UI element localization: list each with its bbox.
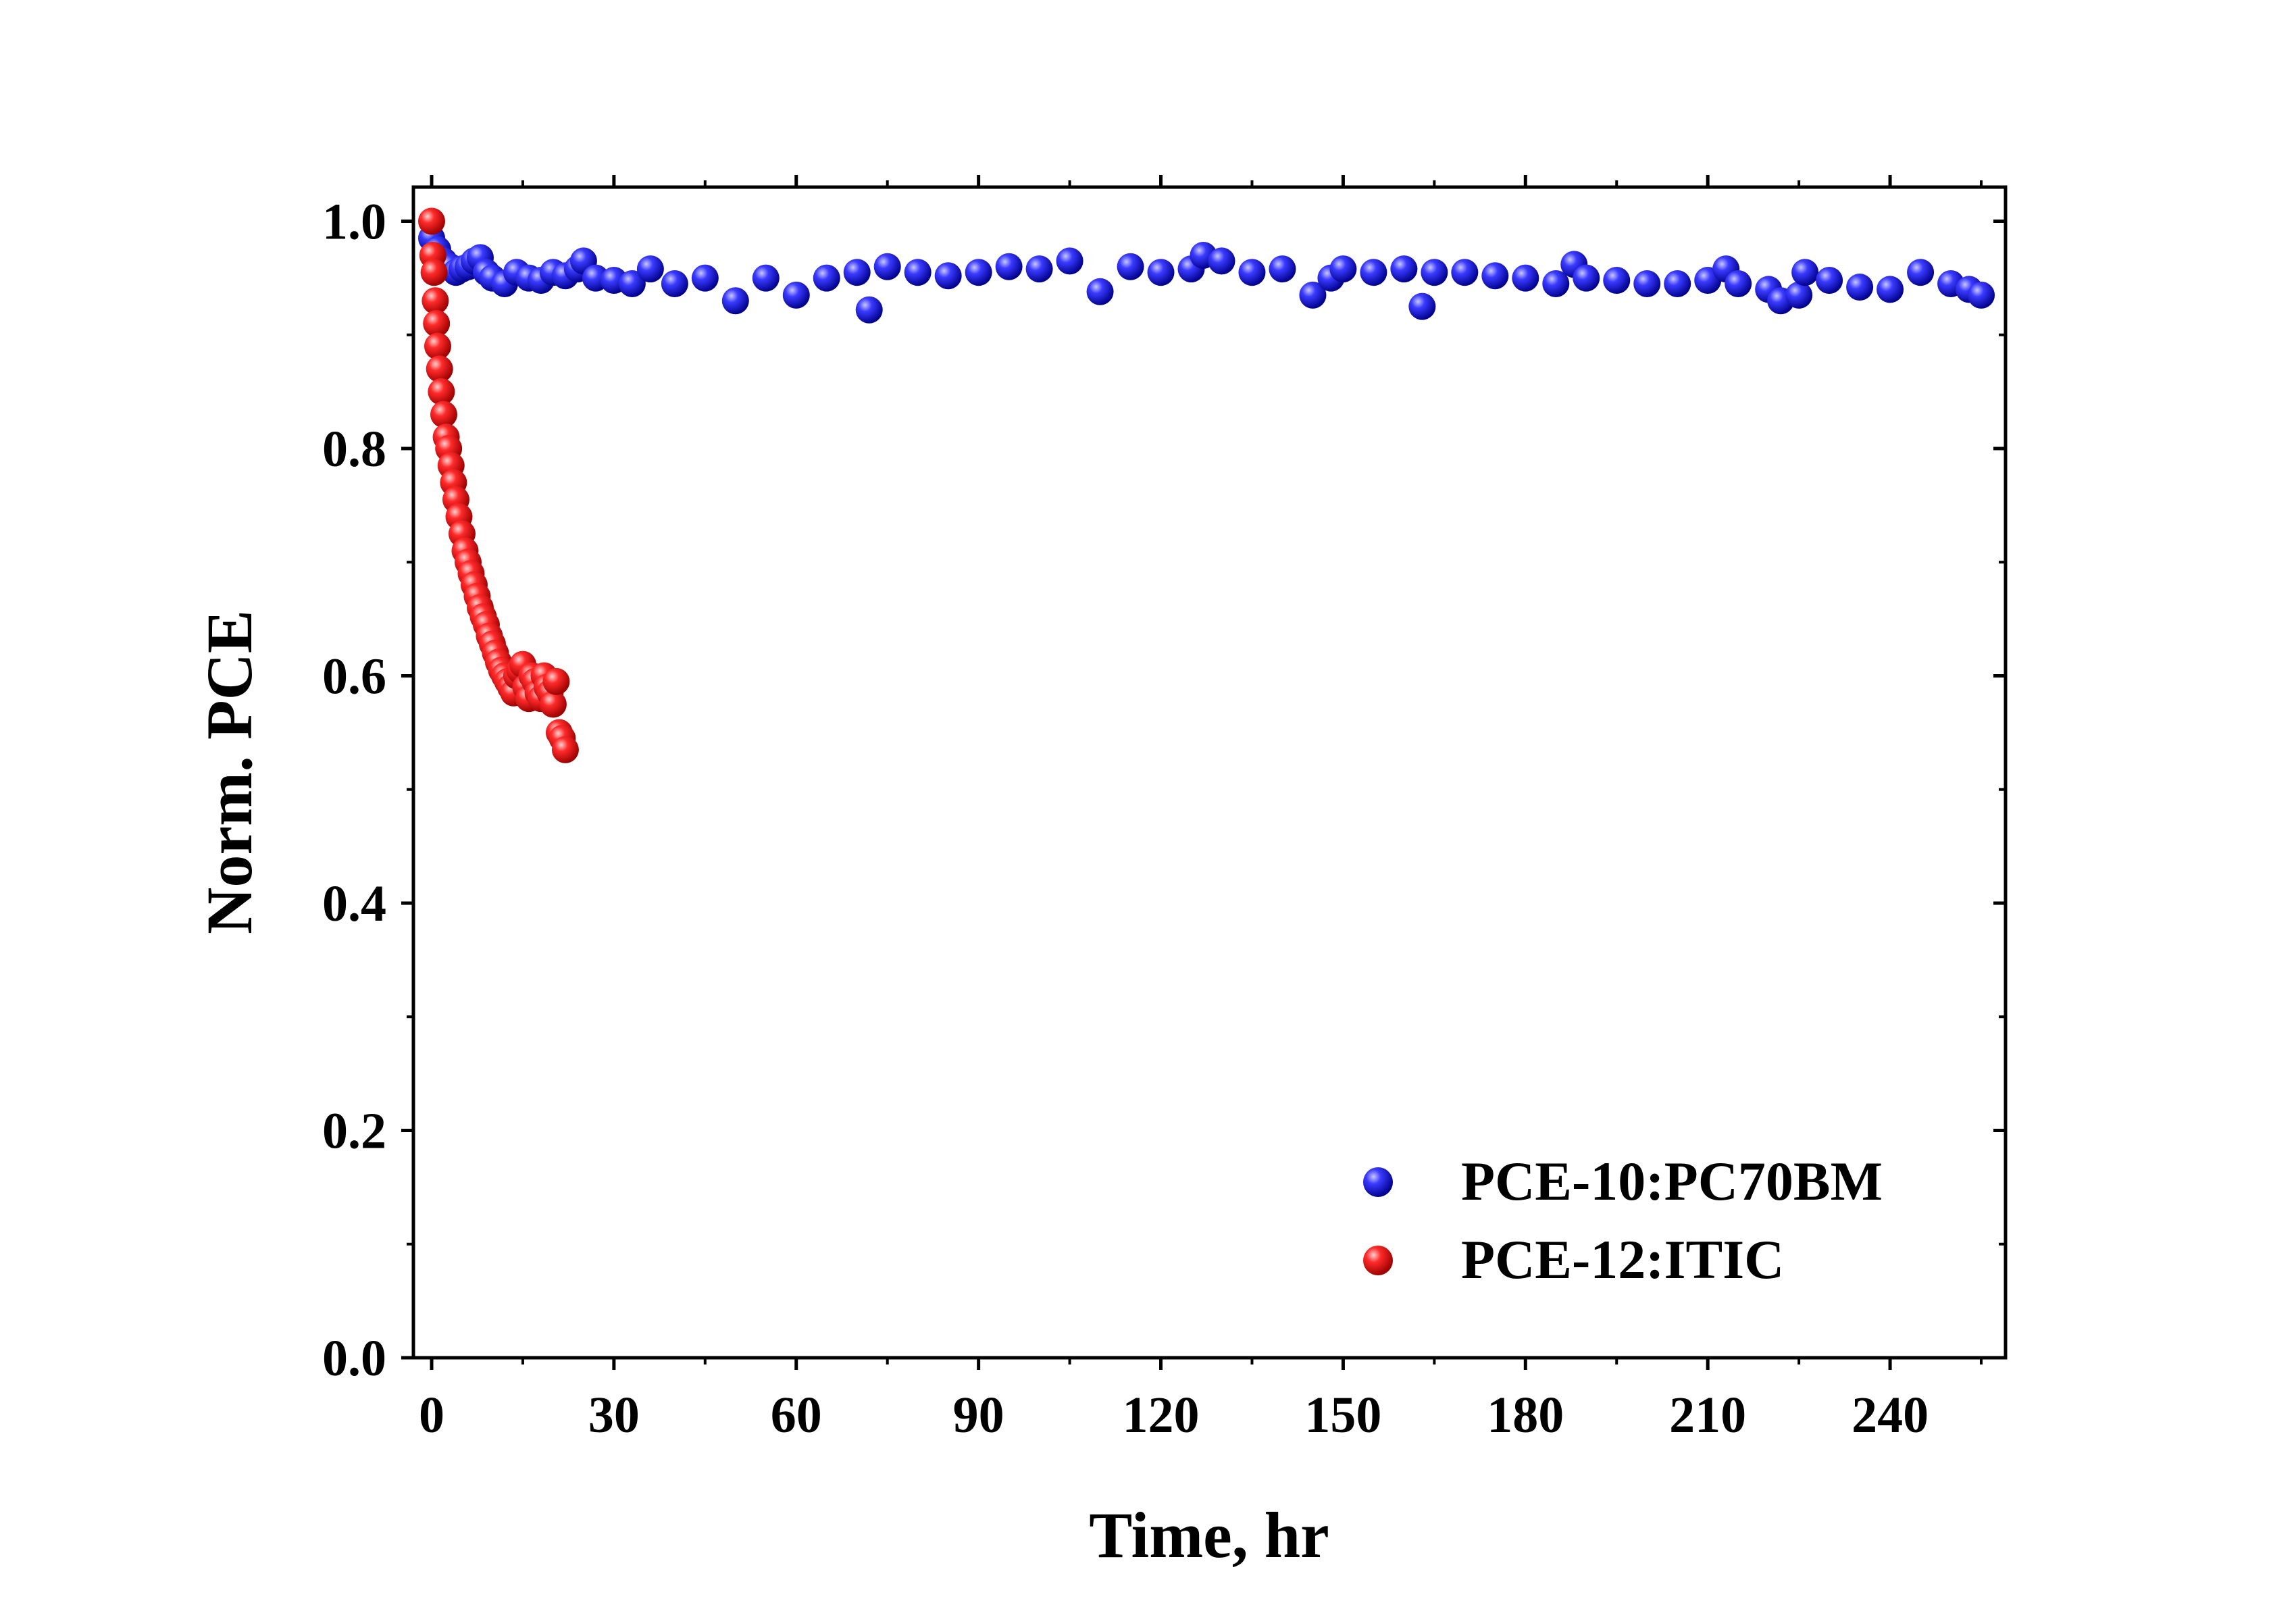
point-pce12 — [424, 332, 451, 360]
point-pce12 — [428, 378, 455, 405]
point-pce10 — [1117, 253, 1144, 280]
point-pce10 — [1329, 255, 1357, 283]
point-pce10 — [1408, 292, 1436, 320]
point-pce10 — [1877, 276, 1904, 303]
point-pce10 — [1269, 255, 1296, 283]
point-pce12 — [417, 207, 445, 235]
point-pce10 — [1907, 259, 1935, 286]
point-pce10 — [721, 287, 749, 315]
point-pce10 — [855, 296, 883, 324]
point-pce10 — [1056, 247, 1083, 275]
point-pce10 — [1299, 281, 1327, 309]
point-pce10 — [1791, 259, 1819, 286]
point-pce10 — [618, 270, 646, 298]
point-pce10 — [1208, 247, 1235, 275]
point-pce10 — [1512, 264, 1539, 292]
point-pce12 — [430, 401, 457, 428]
point-pce10 — [1785, 281, 1813, 309]
point-pce10 — [691, 264, 719, 292]
point-pce10 — [1664, 270, 1691, 298]
point-pce10 — [1573, 264, 1600, 292]
point-pce10 — [1025, 255, 1053, 283]
point-pce10 — [1542, 270, 1570, 298]
point-pce10 — [636, 255, 664, 283]
point-pce10 — [1238, 259, 1266, 286]
x-tick-label: 240 — [1852, 1387, 1929, 1444]
point-pce10 — [934, 262, 962, 290]
point-pce10 — [1360, 259, 1387, 286]
y-tick-label: 0.4 — [322, 875, 386, 932]
point-pce12 — [422, 287, 449, 315]
legend-marker-pce10 — [1363, 1167, 1393, 1197]
point-pce10 — [1421, 259, 1448, 286]
point-pce10 — [1147, 259, 1175, 286]
point-pce10 — [843, 259, 871, 286]
y-axis-label: Norm. PCE — [193, 610, 265, 934]
point-pce10 — [813, 264, 840, 292]
point-pce12 — [426, 355, 453, 383]
x-tick-label: 150 — [1304, 1387, 1381, 1444]
y-tick-label: 0.2 — [322, 1102, 386, 1159]
y-tick-label: 0.0 — [322, 1330, 386, 1387]
legend-marker-pce12 — [1363, 1246, 1393, 1275]
point-pce12 — [551, 736, 579, 763]
point-pce10 — [1816, 266, 1843, 294]
point-pce12 — [539, 690, 567, 718]
point-pce10 — [1725, 270, 1752, 298]
x-tick-label: 0 — [419, 1387, 444, 1444]
y-tick-label: 0.6 — [322, 648, 386, 705]
x-axis-label: Time, hr — [1089, 1499, 1329, 1571]
x-tick-label: 30 — [588, 1387, 640, 1444]
x-tick-label: 120 — [1123, 1387, 1200, 1444]
x-tick-label: 90 — [953, 1387, 1004, 1444]
point-pce10 — [1390, 255, 1418, 283]
x-tick-label: 210 — [1669, 1387, 1746, 1444]
point-pce10 — [1633, 270, 1661, 298]
x-tick-label: 180 — [1487, 1387, 1564, 1444]
x-tick-label: 60 — [771, 1387, 822, 1444]
point-pce10 — [1846, 274, 1874, 301]
point-pce10 — [904, 259, 932, 286]
point-pce10 — [873, 253, 901, 280]
point-pce10 — [1451, 259, 1479, 286]
point-pce10 — [995, 253, 1023, 280]
point-pce10 — [1086, 278, 1114, 305]
point-pce10 — [1481, 262, 1509, 290]
point-pce12 — [420, 259, 448, 286]
y-tick-label: 1.0 — [322, 193, 386, 250]
legend: PCE-10:PC70BM PCE-12:ITIC — [1363, 1150, 1883, 1290]
legend-label-pce12: PCE-12:ITIC — [1461, 1229, 1784, 1290]
point-pce10 — [782, 281, 810, 309]
point-pce12 — [542, 667, 570, 695]
point-pce10 — [661, 270, 688, 298]
plot-frame — [411, 185, 2008, 1360]
point-pce10 — [1968, 281, 1995, 309]
point-pce10 — [1603, 266, 1631, 294]
point-pce10 — [752, 264, 780, 292]
point-pce12 — [423, 309, 451, 337]
point-pce10 — [965, 259, 992, 286]
legend-label-pce10: PCE-10:PC70BM — [1461, 1150, 1883, 1212]
y-tick-label: 0.8 — [322, 421, 386, 478]
